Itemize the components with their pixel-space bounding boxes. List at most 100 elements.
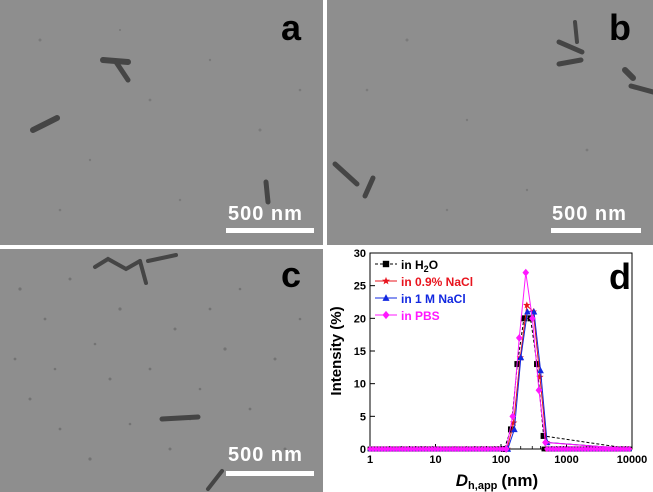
y-tick-label: 25 — [354, 281, 366, 293]
data-point-square — [534, 361, 541, 368]
data-point-diamond — [417, 445, 423, 453]
data-point-diamond — [561, 445, 568, 453]
data-point-diamond — [582, 445, 588, 453]
tem-panel-c: c 500 nm — [0, 249, 323, 492]
data-point-diamond — [509, 412, 517, 421]
tem-image-a — [30, 28, 302, 212]
series-4 — [367, 268, 633, 453]
data-point-diamond — [597, 445, 603, 453]
series-1 — [367, 315, 633, 452]
y-tick-label: 0 — [360, 444, 366, 456]
data-point-diamond — [485, 445, 491, 453]
data-point-diamond — [470, 445, 476, 453]
x-axis-label: Dh,app (nm) — [456, 471, 538, 492]
data-point-triangle — [517, 353, 525, 361]
y-tick-label: 5 — [360, 411, 366, 423]
data-point-diamond — [411, 445, 417, 453]
data-point-diamond — [467, 445, 473, 453]
scale-bar-c-label: 500 nm — [228, 444, 303, 466]
x-axis-label-sub: h,app — [468, 480, 498, 492]
series-2 — [367, 301, 633, 453]
data-point-diamond — [479, 445, 485, 453]
data-point-triangle — [524, 308, 531, 315]
data-point-diamond — [373, 445, 379, 453]
data-point-triangle — [537, 367, 544, 374]
data-point-diamond — [497, 445, 503, 453]
scale-bar-b — [551, 228, 641, 233]
data-point-diamond — [588, 445, 594, 453]
data-point-square — [382, 260, 390, 268]
data-point-diamond — [461, 445, 467, 453]
data-point-diamond — [603, 445, 609, 453]
data-point-diamond — [382, 445, 388, 453]
tem-image-b — [332, 20, 653, 212]
data-point-diamond — [515, 334, 523, 342]
data-point-diamond — [529, 314, 536, 323]
data-point-square — [540, 432, 547, 439]
panel-b-label: b — [609, 7, 631, 48]
x-tick-label: 1 — [367, 454, 373, 466]
data-point-diamond — [393, 445, 400, 453]
data-point-diamond — [376, 445, 382, 453]
data-point-diamond — [426, 445, 432, 453]
data-point-diamond — [408, 445, 414, 453]
x-axis-label-unit: (nm) — [501, 471, 538, 490]
data-point-diamond — [390, 445, 397, 453]
data-point-diamond — [367, 445, 373, 453]
y-tick-label: 20 — [354, 313, 366, 325]
data-point-diamond — [550, 445, 556, 453]
series-line — [370, 304, 633, 450]
scale-bar-b-label: 500 nm — [552, 203, 627, 225]
scale-bar-a-label: 500 nm — [228, 203, 303, 225]
y-tick-label: 10 — [354, 379, 366, 391]
legend-label: in 1 M NaCl — [401, 292, 466, 306]
data-point-diamond — [573, 445, 579, 453]
data-point-star — [536, 373, 544, 381]
x-tick-label: 10 — [429, 454, 441, 466]
x-tick-label: 100 — [492, 454, 510, 466]
data-point-square — [507, 426, 514, 433]
data-point-diamond — [382, 310, 390, 320]
data-point-diamond — [476, 445, 482, 453]
data-point-diamond — [488, 445, 494, 453]
data-point-star — [509, 418, 518, 427]
x-axis-label-main: D — [456, 471, 468, 490]
y-tick-label: 15 — [354, 346, 366, 358]
data-point-diamond — [443, 445, 450, 453]
data-point-diamond — [502, 445, 510, 453]
data-point-diamond — [614, 445, 621, 453]
data-point-diamond — [455, 445, 462, 453]
data-point-diamond — [600, 445, 606, 453]
data-point-diamond — [464, 445, 470, 453]
data-point-diamond — [449, 445, 456, 453]
dls-chart-panel: 1 10 100 1000 10000 0 5 10 15 20 25 30 in H2O in 0.9… — [327, 249, 653, 492]
legend-label: in H2O — [401, 258, 438, 274]
scale-bar-a — [226, 228, 314, 233]
series-line — [370, 317, 633, 450]
data-point-triangle — [511, 425, 518, 433]
x-tick-label: 10000 — [617, 454, 648, 466]
data-point-diamond — [556, 445, 562, 453]
data-point-diamond — [544, 445, 550, 453]
data-point-square — [520, 315, 527, 322]
scale-bar-c — [226, 471, 314, 476]
data-point-square — [541, 446, 547, 452]
data-point-diamond — [558, 445, 565, 453]
data-point-diamond — [473, 445, 479, 453]
data-point-diamond — [567, 445, 574, 453]
data-point-diamond — [542, 438, 549, 447]
data-point-diamond — [405, 445, 411, 453]
series-line — [370, 311, 633, 450]
data-point-diamond — [420, 445, 426, 453]
data-point-diamond — [570, 445, 577, 453]
data-point-diamond — [591, 445, 597, 453]
panel-a-label: a — [280, 7, 301, 48]
data-point-diamond — [491, 445, 497, 453]
legend-label: in 0.9% NaCl — [401, 275, 473, 289]
data-point-diamond — [612, 445, 618, 453]
x-tick-label: 1000 — [554, 454, 578, 466]
data-point-diamond — [522, 268, 530, 277]
legend-label: in PBS — [401, 309, 440, 323]
data-point-star — [382, 276, 390, 285]
